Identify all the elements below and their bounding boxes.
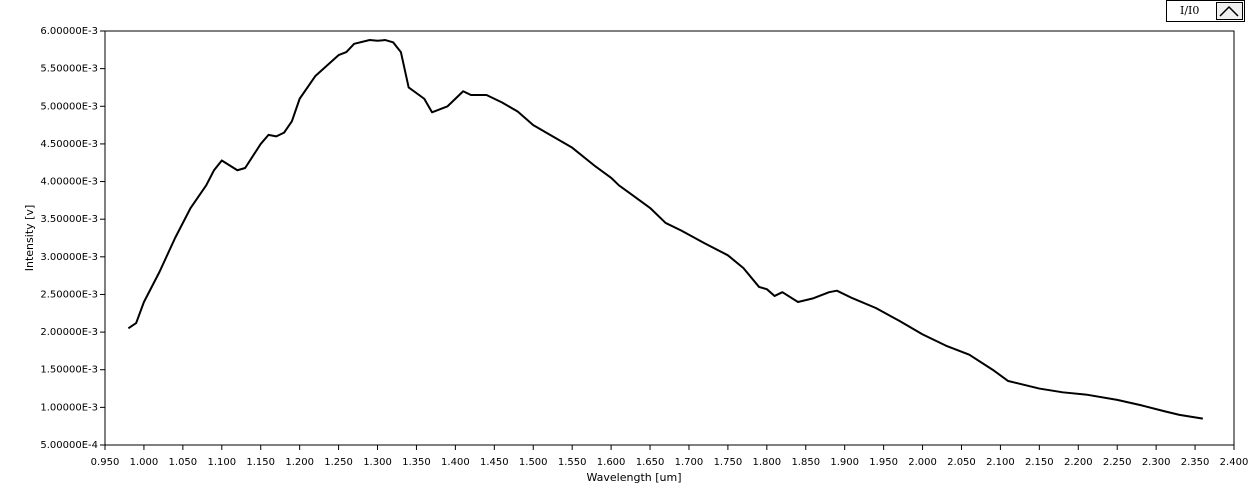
x-tick-label: 0.950 [91,457,120,468]
y-tick-label: 6.00000E-3 [40,26,98,37]
x-axis-label: Wavelength [um] [586,471,681,484]
x-tick-label: 1.300 [363,457,392,468]
x-tick-label: 1.550 [558,457,587,468]
y-tick-label: 3.00000E-3 [40,252,98,263]
x-tick-label: 1.350 [402,457,431,468]
x-tick-label: 1.950 [869,457,898,468]
y-axis-label: Intensity [v] [23,205,36,271]
plot-area [104,30,1235,446]
x-tick-label: 1.250 [324,457,353,468]
x-tick-label: 2.200 [1064,457,1093,468]
x-tick-label: 1.450 [480,457,509,468]
x-tick-label: 2.350 [1181,457,1210,468]
x-tick-label: 2.400 [1220,457,1249,468]
x-tick-label: 1.600 [597,457,626,468]
y-tick-label: 5.00000E-3 [40,101,98,112]
legend: I/I0 [1166,0,1245,22]
y-tick-label: 1.50000E-3 [40,365,98,376]
x-tick-label: 2.100 [986,457,1015,468]
x-tick-label: 1.900 [830,457,859,468]
x-tick-label: 1.150 [246,457,275,468]
y-tick-label: 4.00000E-3 [40,177,98,188]
y-tick-label: 2.00000E-3 [40,327,98,338]
x-tick-label: 2.300 [1142,457,1171,468]
x-tick-label: 2.150 [1025,457,1054,468]
x-tick-label: 1.750 [714,457,743,468]
y-tick-label: 5.50000E-3 [40,64,98,75]
y-tick-label: 2.50000E-3 [40,289,98,300]
legend-plot-button[interactable] [1216,2,1243,20]
y-tick-label: 5.00000E-4 [40,440,98,451]
data-line [127,39,1204,420]
x-tick-label: 1.400 [441,457,470,468]
y-tick-label: 1.00000E-3 [40,402,98,413]
y-tick-label: 4.50000E-3 [40,139,98,150]
x-tick-label: 1.650 [636,457,665,468]
x-tick-label: 2.050 [947,457,976,468]
x-tick-label: 2.000 [908,457,937,468]
x-tick-label: 1.850 [791,457,820,468]
x-tick-label: 1.800 [753,457,782,468]
x-tick-label: 1.500 [519,457,548,468]
x-tick-label: 2.250 [1103,457,1132,468]
legend-label: I/I0 [1180,4,1199,17]
y-tick-label: 3.50000E-3 [40,214,98,225]
x-tick-label: 1.200 [285,457,314,468]
x-tick-label: 1.100 [207,457,236,468]
x-tick-label: 1.050 [169,457,198,468]
x-tick-label: 1.700 [675,457,704,468]
legend-line-icon [1219,5,1239,17]
x-tick-label: 1.000 [130,457,159,468]
